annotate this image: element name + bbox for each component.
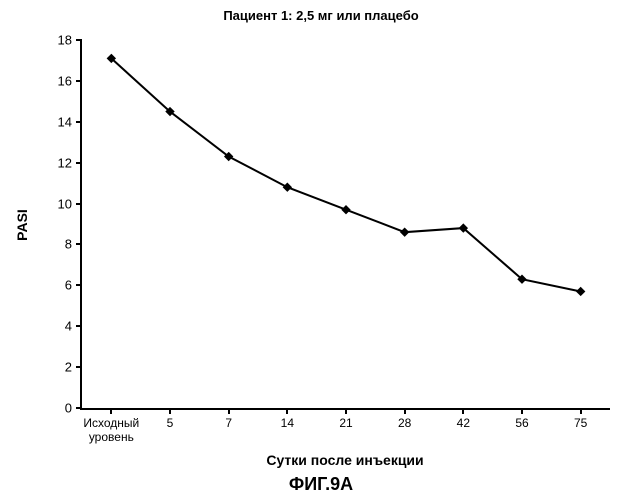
xtick-label: 42	[457, 408, 470, 430]
ytick-label: 0	[65, 401, 82, 416]
plot-area: 024681012141618Исходныйуровень5714212842…	[80, 40, 610, 410]
ytick-label: 6	[65, 278, 82, 293]
x-axis-label: Сутки после инъекции	[80, 452, 610, 468]
xtick-label: Исходныйуровень	[83, 408, 139, 445]
data-point-marker	[401, 228, 409, 236]
data-point-marker	[342, 206, 350, 214]
data-point-marker	[283, 183, 291, 191]
ytick-label: 8	[65, 237, 82, 252]
xtick-label: 7	[225, 408, 232, 430]
xtick-label: 14	[281, 408, 294, 430]
ytick-label: 14	[58, 114, 82, 129]
data-point-marker	[577, 287, 585, 295]
line-series-svg	[82, 40, 610, 408]
chart-container: Пациент 1: 2,5 мг или плацебо PASI 02468…	[0, 0, 642, 500]
ytick-label: 18	[58, 33, 82, 48]
y-axis-label: PASI	[14, 209, 30, 241]
ytick-label: 16	[58, 73, 82, 88]
figure-label: ФИГ.9A	[0, 474, 642, 495]
xtick-label: 75	[574, 408, 587, 430]
ytick-label: 12	[58, 155, 82, 170]
line-series	[111, 58, 580, 291]
chart-title: Пациент 1: 2,5 мг или плацебо	[0, 8, 642, 23]
xtick-label: 21	[339, 408, 352, 430]
xtick-label: 56	[515, 408, 528, 430]
ytick-label: 2	[65, 360, 82, 375]
xtick-label: 28	[398, 408, 411, 430]
ytick-label: 10	[58, 196, 82, 211]
xtick-label: 5	[167, 408, 174, 430]
ytick-label: 4	[65, 319, 82, 334]
